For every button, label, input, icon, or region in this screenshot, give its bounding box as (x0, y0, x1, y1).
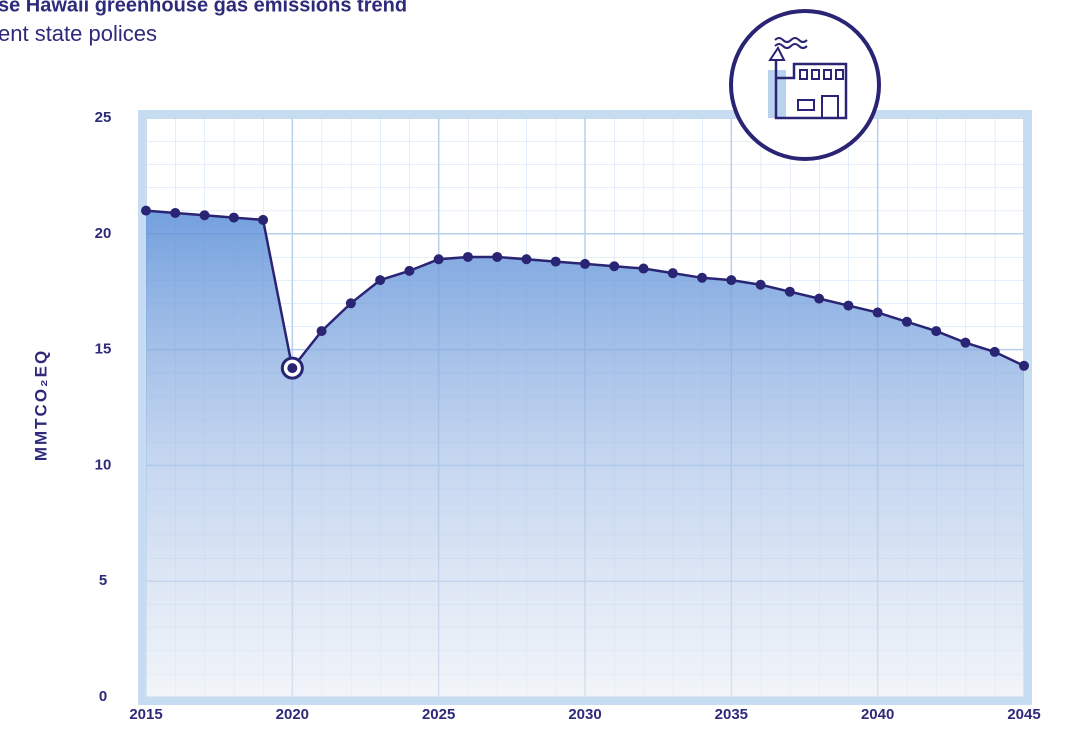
point (200, 210, 210, 220)
point (639, 264, 649, 274)
factory-icon (731, 11, 879, 159)
point (463, 252, 473, 262)
y-tick-label: 0 (99, 688, 107, 705)
x-tick-label: 2030 (568, 706, 601, 723)
point (960, 338, 970, 348)
x-tick-label: 2025 (422, 706, 455, 723)
point (229, 213, 239, 223)
point (902, 317, 912, 327)
x-tick-label: 2015 (129, 706, 162, 723)
point (1019, 361, 1029, 371)
point (843, 301, 853, 311)
point (990, 347, 1000, 357)
point (697, 273, 707, 283)
y-tick-label: 15 (95, 341, 112, 358)
x-tick-label: 2040 (861, 706, 894, 723)
y-tick-label: 10 (95, 456, 112, 473)
point (492, 252, 502, 262)
point (258, 215, 268, 225)
y-tick-label: 20 (95, 225, 112, 242)
point (756, 280, 766, 290)
point (287, 363, 297, 373)
point (580, 259, 590, 269)
point (434, 254, 444, 264)
point (404, 266, 414, 276)
point (785, 287, 795, 297)
point (551, 257, 561, 267)
chart-title: se Hawaii greenhouse gas emissions trend (0, 0, 407, 16)
point (609, 261, 619, 271)
y-axis-label: MMTCO₂EQ (31, 349, 50, 461)
chart: se Hawaii greenhouse gas emissions trend… (0, 0, 1066, 753)
y-tick-label: 25 (95, 109, 112, 126)
point (375, 275, 385, 285)
point (317, 326, 327, 336)
x-tick-label: 2045 (1007, 706, 1040, 723)
x-tick-label: 2020 (276, 706, 309, 723)
y-tick-label: 5 (99, 572, 107, 589)
x-tick-label: 2035 (715, 706, 748, 723)
point (141, 206, 151, 216)
page: {"chart_data": {"type": "line", "title":… (0, 0, 1066, 753)
point (346, 298, 356, 308)
point (668, 268, 678, 278)
point (814, 294, 824, 304)
point (726, 275, 736, 285)
chart-subtitle: ent state polices (0, 21, 157, 46)
point (931, 326, 941, 336)
point (521, 254, 531, 264)
point (873, 308, 883, 318)
point (170, 208, 180, 218)
